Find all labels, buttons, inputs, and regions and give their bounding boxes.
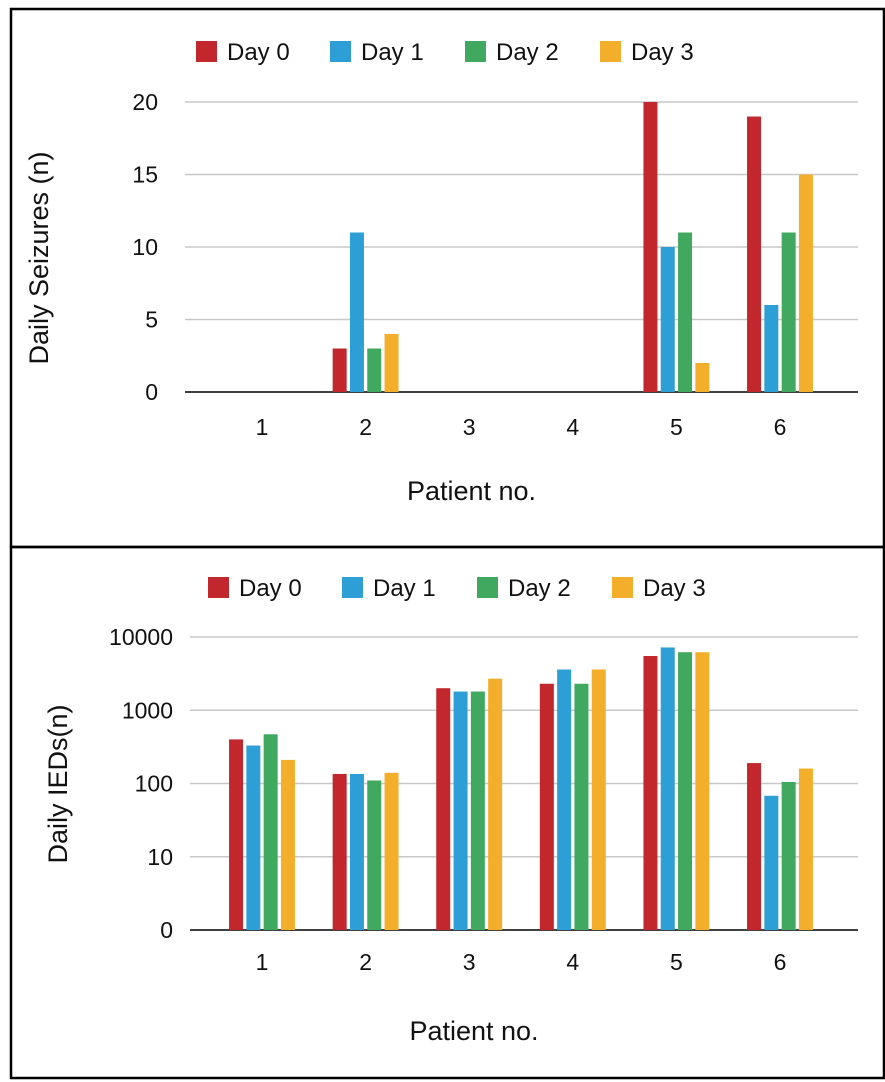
bar [764,795,779,930]
bar [695,363,710,392]
bar [436,688,451,930]
y-tick-label: 100 [135,771,173,797]
bar [557,669,572,930]
bar [332,348,347,392]
x-tick-label: 3 [463,414,476,440]
bar [781,232,796,392]
y-tick-label: 10 [147,844,173,870]
y-tick-label: 15 [132,162,158,188]
bar [488,678,503,930]
x-tick-label: 4 [566,949,579,975]
bar [643,102,658,392]
x-tick-label: 6 [774,949,787,975]
legend-label: Day 3 [643,575,706,602]
bar [798,174,813,392]
bar [280,759,295,930]
x-tick-label: 1 [256,414,269,440]
bar [798,768,813,930]
y-tick-label: 10 [132,234,158,260]
legend-label: Day 2 [508,575,571,602]
y-tick-label: 1000 [122,697,173,723]
x-tick-label: 4 [566,414,579,440]
y-tick-label: 0 [160,917,173,943]
x-axis-title: Patient no. [409,1016,538,1046]
x-tick-label: 3 [463,949,476,975]
bar [246,745,261,930]
bar [349,773,364,930]
legend-swatch [342,577,363,598]
legend-swatch [612,577,633,598]
x-tick-label: 5 [670,949,683,975]
bar [747,763,762,930]
bar [384,772,399,930]
bottom-panel-frame [9,545,885,1080]
y-axis-title: Daily IEDs(n) [43,704,73,863]
bar [643,656,658,930]
y-tick-label: 0 [145,379,158,405]
legend-label: Day 3 [631,39,694,66]
bar [660,647,675,930]
bar [229,739,244,930]
legend-label: Day 0 [239,575,302,602]
bar [332,773,347,930]
bar [263,734,278,930]
legend-swatch [477,577,498,598]
legend-label: Day 1 [373,575,436,602]
legend-swatch [465,41,486,62]
x-tick-label: 2 [359,414,372,440]
seizures-chart: 0 5 10 15 20 1 2 3 4 5 6 Day 0 Day 1 Day 2 Day 3 Patien… [24,39,858,506]
bar [384,334,399,392]
bar [695,652,710,930]
bar [539,683,554,930]
bar [367,348,382,392]
bar [470,691,485,930]
bar [367,780,382,930]
legend-label: Day 2 [496,39,559,66]
bar [349,232,364,392]
x-tick-label: 6 [774,414,787,440]
bar [591,669,606,930]
x-axis-title: Patient no. [407,476,536,506]
legend-swatch [330,41,351,62]
y-tick-label: 20 [132,89,158,115]
bar [678,652,693,930]
y-tick-label: 10000 [109,624,173,650]
legend-swatch [196,41,217,62]
bar [660,247,675,392]
bar [747,116,762,392]
legend-swatch [208,577,229,598]
bar [678,232,693,392]
bar [781,781,796,930]
bar [453,691,468,930]
legend-label: Day 1 [361,39,424,66]
x-tick-label: 2 [359,949,372,975]
bar [764,305,779,392]
x-tick-label: 5 [670,414,683,440]
ieds-chart: 0 10 100 1000 10000 1 2 3 4 5 6 Day 0 Day 1 Day 2 Day … [43,575,858,1046]
legend-swatch [600,41,621,62]
x-tick-label: 1 [256,949,269,975]
legend-label: Day 0 [227,39,290,66]
bar [574,683,589,930]
y-tick-label: 5 [145,307,158,333]
y-axis-title: Daily Seizures (n) [24,151,54,364]
